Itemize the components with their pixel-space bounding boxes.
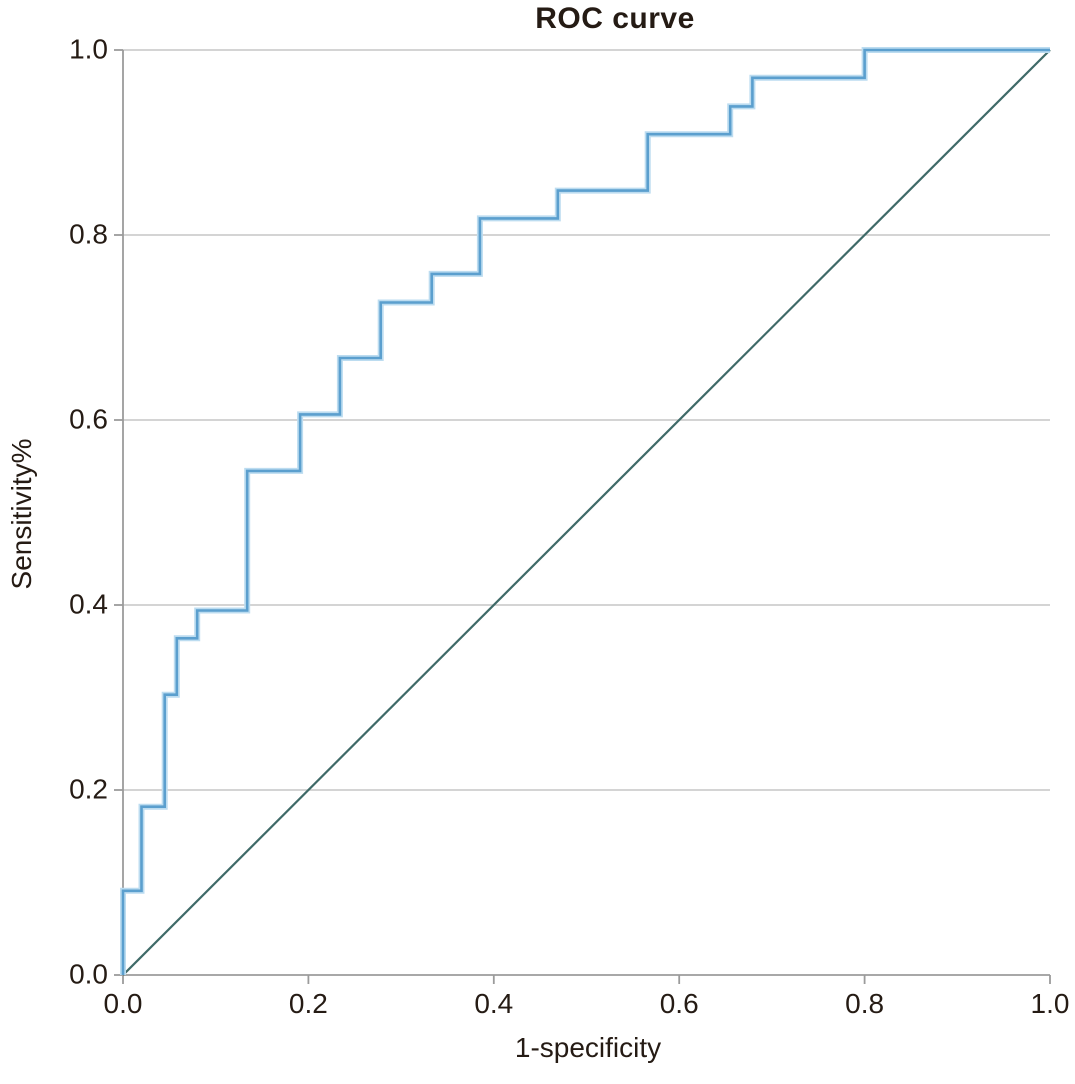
y-tick-label: 0.6 [69,403,108,435]
roc-curve [121,48,1050,975]
x-axis-title: 1-specificity [514,1032,662,1063]
y-tick-label: 0.4 [69,588,108,620]
reference-diagonal-line [122,49,1051,976]
y-axis-title: Sensitivity% [6,438,37,590]
x-tick-label: 0.0 [103,988,143,1019]
x-tick-label: 0.8 [845,988,885,1019]
y-tick-label: 1.0 [69,33,108,65]
chart-title: ROC curve [535,2,695,35]
y-tick-label: 0.8 [69,218,108,250]
x-tick-label: 0.4 [474,988,514,1019]
x-tick-label: 0.6 [659,988,699,1019]
x-tick-label: 0.2 [288,988,328,1019]
x-tick-label: 1.0 [1030,988,1070,1019]
y-tick-label: 0.0 [69,958,108,990]
y-tick-label: 0.2 [69,773,108,805]
